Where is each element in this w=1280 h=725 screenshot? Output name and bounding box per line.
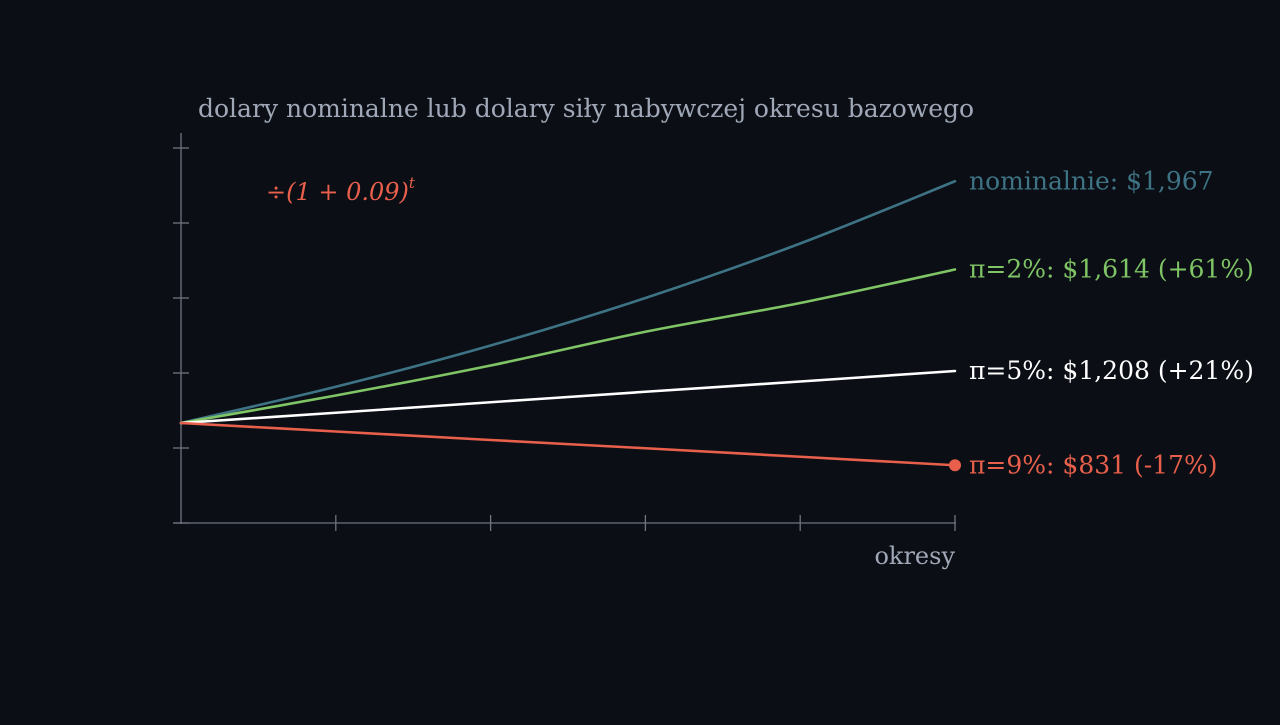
series-lines <box>179 179 957 467</box>
series-label-pi5: π=5%: $1,208 (+21%) <box>969 356 1254 385</box>
series-line-pi5 <box>179 369 957 425</box>
series-line-pi2 <box>179 268 957 425</box>
series-line-nominal <box>179 179 957 425</box>
inflation-annotation-formula: ÷(1 + 0.09) <box>266 178 409 206</box>
series-line-pi9 <box>179 421 957 467</box>
series-label-pi9: π=9%: $831 (-17%) <box>969 450 1218 479</box>
x-ticks <box>335 515 956 531</box>
series-endpoint-pi9 <box>949 459 961 472</box>
series-label-nominal: nominalnie: $1,967 <box>969 166 1214 195</box>
series-markers <box>949 459 961 472</box>
axes <box>174 133 956 524</box>
chart-title: dolary nominalne lub dolary siły nabywcz… <box>198 94 974 123</box>
x-axis-label: okresy <box>874 542 955 570</box>
inflation-annotation: ÷(1 + 0.09)t <box>266 174 416 206</box>
y-ticks <box>173 147 189 524</box>
series-label-pi2: π=2%: $1,614 (+61%) <box>969 255 1254 284</box>
inflation-annotation-exponent: t <box>409 174 416 192</box>
series-labels: nominalnie: $1,967 π=2%: $1,614 (+61%) π=5… <box>969 166 1254 479</box>
